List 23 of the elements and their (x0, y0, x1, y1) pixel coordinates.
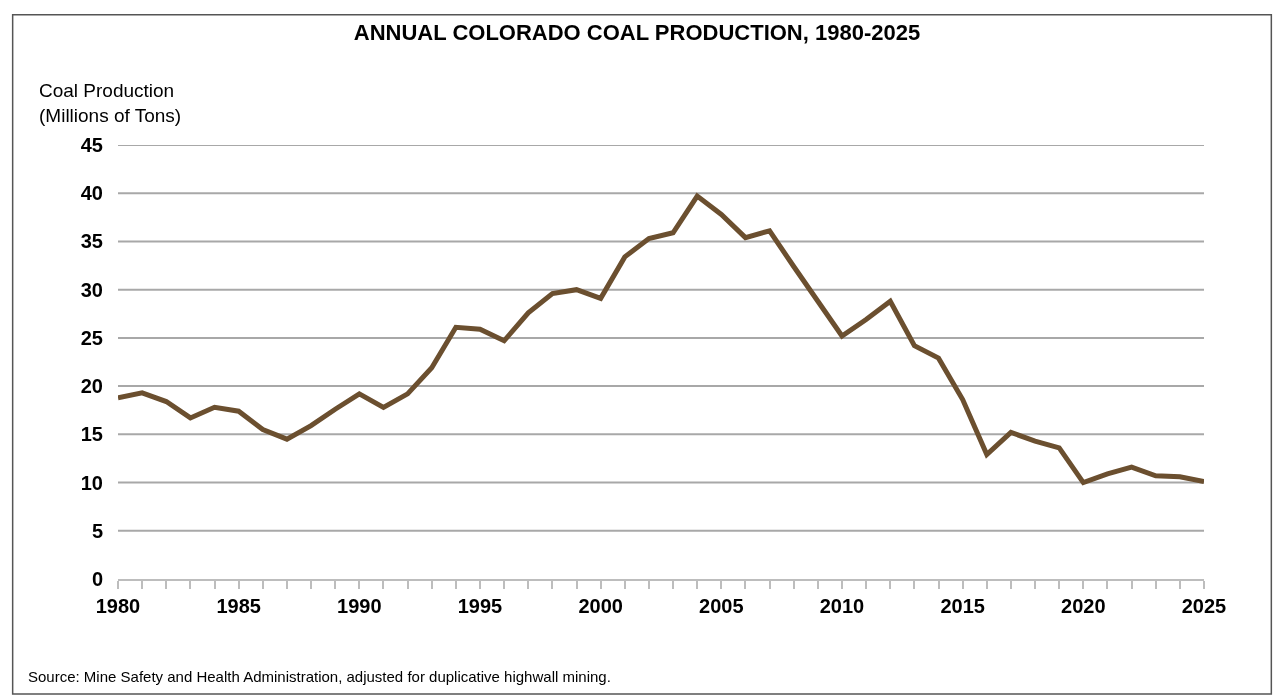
x-tick-label: 2005 (699, 595, 744, 617)
x-tick-label: 2000 (578, 595, 623, 617)
y-tick-label: 35 (80, 230, 103, 253)
x-tick-label: 2020 (1061, 595, 1106, 617)
y-tick-label: 20 (80, 375, 103, 398)
y-tick-label: 15 (80, 423, 103, 446)
y-tick-label: 25 (80, 326, 103, 349)
y-tick-label: 45 (80, 134, 103, 156)
x-tick-label: 1980 (95, 595, 141, 617)
y-tick-label: 10 (80, 471, 103, 494)
source-note: Source: Mine Safety and Health Administration, adjusted for duplicative highwall mining. (28, 668, 611, 685)
x-tick-label: 2015 (940, 595, 985, 617)
x-tick-label: 1990 (337, 595, 382, 617)
y-tick-label: 30 (80, 278, 103, 301)
chart-title: ANNUAL COLORADO COAL PRODUCTION, 1980-2025 (353, 19, 921, 45)
x-tick-label: 2010 (819, 595, 865, 617)
y-tick-label: 0 (91, 568, 103, 590)
y-tick-label: 40 (80, 182, 103, 205)
x-tick-label: 1985 (216, 595, 261, 617)
x-tick-label: 2025 (1181, 595, 1227, 617)
x-tick-label: 1995 (457, 595, 503, 617)
y-axis-title: Coal Production (Millions of Tons) (39, 80, 182, 126)
y-tick-label: 5 (91, 519, 103, 542)
